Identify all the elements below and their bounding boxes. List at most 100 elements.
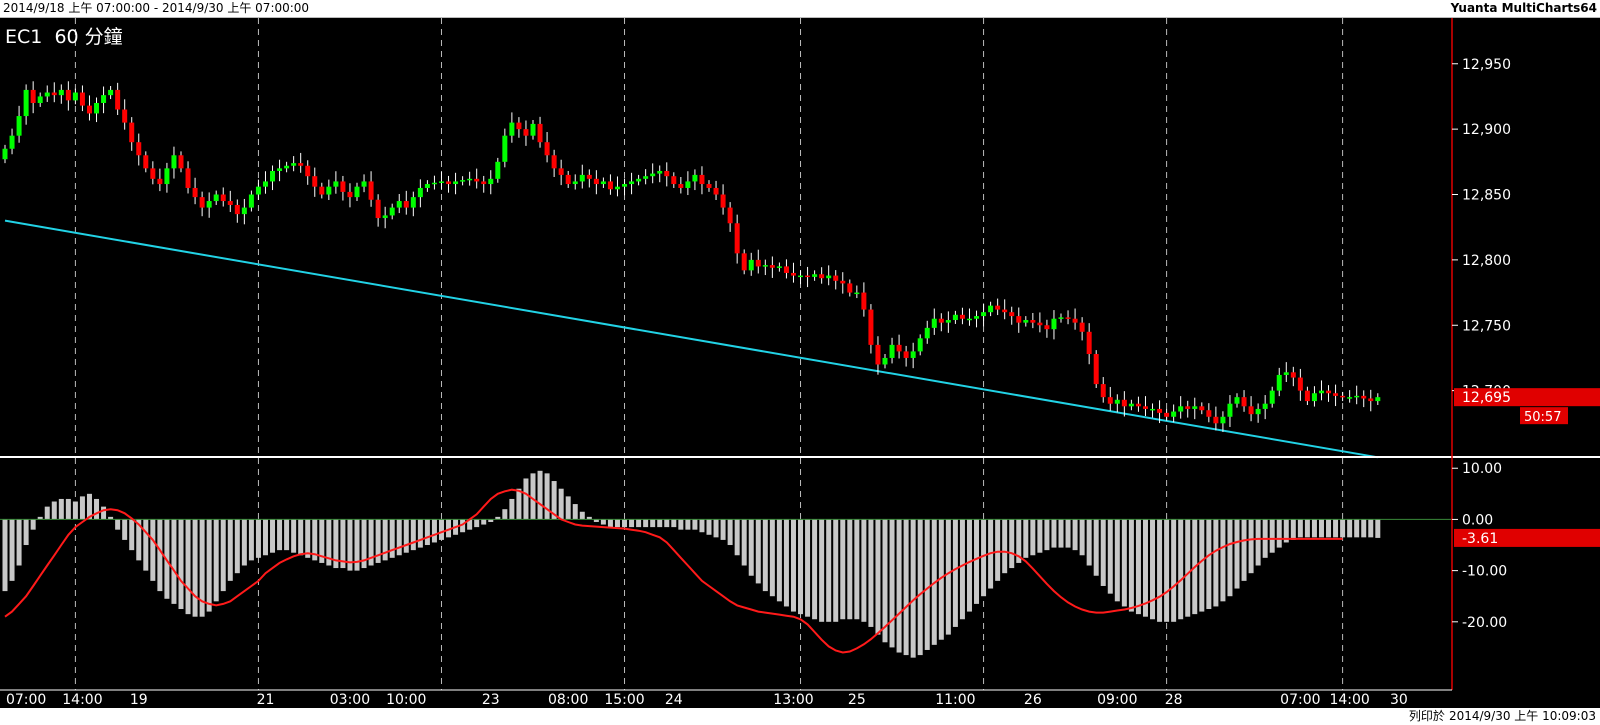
macd-histogram-bar xyxy=(1121,519,1127,607)
macd-histogram-bar xyxy=(861,519,867,622)
candle-body xyxy=(79,92,85,106)
candle-body xyxy=(1276,374,1282,391)
macd-histogram-bar xyxy=(889,519,895,648)
macd-histogram-bar xyxy=(537,470,543,520)
bar-countdown-marker xyxy=(1520,407,1568,425)
macd-histogram-bar xyxy=(614,519,620,528)
app-name: Yuanta MultiCharts64 xyxy=(1450,1,1597,15)
candle-body xyxy=(1199,406,1205,411)
time-axis-label: 15:00 xyxy=(604,692,644,708)
chart-canvas[interactable]: 12,70012,75012,80012,85012,90012,95010.0… xyxy=(0,18,1600,708)
macd-histogram-bar xyxy=(340,519,346,569)
candle-body xyxy=(762,265,768,267)
candle-body xyxy=(558,168,564,175)
macd-histogram-bar xyxy=(762,519,768,592)
candle-body xyxy=(206,201,212,208)
candle-body xyxy=(607,181,613,190)
candle-body xyxy=(30,89,36,103)
candle-body xyxy=(1157,408,1163,413)
macd-histogram-bar xyxy=(495,516,501,520)
macd-histogram-bar xyxy=(1340,519,1346,538)
macd-histogram-bar xyxy=(1206,519,1212,610)
candle-body xyxy=(882,357,888,365)
macd-histogram-bar xyxy=(1016,519,1022,563)
macd-histogram-bar xyxy=(2,519,8,592)
macd-histogram-bar xyxy=(502,509,508,520)
candle-body xyxy=(650,173,656,177)
macd-histogram-bar xyxy=(917,519,923,656)
macd-histogram-bar xyxy=(1199,519,1205,612)
macd-histogram-bar xyxy=(1128,519,1134,612)
signal-line xyxy=(4,488,1343,654)
candle-body xyxy=(910,351,916,358)
macd-histogram-bar xyxy=(847,519,853,620)
candle-body xyxy=(340,181,346,192)
candle-body xyxy=(1375,397,1381,402)
macd-histogram-bar xyxy=(1002,519,1008,574)
macd-histogram-bar xyxy=(199,519,205,617)
candle-body xyxy=(741,253,747,271)
macd-histogram-bar xyxy=(1318,519,1324,538)
macd-histogram-bar xyxy=(185,519,191,615)
candle-body xyxy=(368,181,374,200)
candle-body xyxy=(1142,406,1148,409)
macd-histogram-bar xyxy=(882,519,888,643)
candle-body xyxy=(1016,316,1022,323)
candle-body xyxy=(361,181,367,187)
macd-histogram-bar xyxy=(945,519,951,635)
candle-body xyxy=(164,168,170,185)
macd-histogram-bar xyxy=(1185,519,1191,617)
chart-area[interactable]: 12,70012,75012,80012,85012,90012,95010.0… xyxy=(0,18,1600,708)
indicator-value-marker xyxy=(1454,528,1600,547)
candle-body xyxy=(537,123,543,143)
macd-histogram-bar xyxy=(481,519,487,525)
macd-histogram-bar xyxy=(1248,519,1254,574)
time-axis-label: 03:00 xyxy=(330,692,370,708)
macd-histogram-bar xyxy=(812,519,818,620)
candle-body xyxy=(65,89,71,101)
macd-histogram-bar xyxy=(319,519,325,563)
macd-histogram-bar xyxy=(347,519,353,571)
macd-histogram-bar xyxy=(671,519,677,528)
macd-histogram-bar xyxy=(706,519,712,535)
candle-body xyxy=(157,178,163,185)
price-tick-label: 12,800 xyxy=(1462,253,1511,269)
macd-histogram-bar xyxy=(1368,519,1374,538)
candle-body xyxy=(108,89,114,96)
indicator-tick-label: -10.00 xyxy=(1462,564,1507,580)
time-axis-label: 24 xyxy=(665,692,683,708)
macd-histogram-bar xyxy=(593,519,599,522)
candle-body xyxy=(438,181,444,183)
candle-body xyxy=(685,181,691,188)
candle-body xyxy=(1213,416,1219,424)
candle-body xyxy=(1030,320,1036,323)
macd-histogram-bar xyxy=(94,498,100,520)
candle-body xyxy=(600,181,606,185)
candle-body xyxy=(382,215,388,219)
macd-histogram-bar xyxy=(826,519,832,622)
candle-body xyxy=(805,275,811,278)
macd-histogram-bar xyxy=(713,519,719,538)
indicator-tick-label: 10.00 xyxy=(1462,461,1502,477)
candle-body xyxy=(234,204,240,215)
candle-body xyxy=(136,142,142,156)
candle-body xyxy=(840,280,846,284)
candle-body xyxy=(101,95,107,103)
macd-histogram-bar xyxy=(1093,519,1099,576)
macd-histogram-bar xyxy=(530,473,536,520)
candle-body xyxy=(305,165,311,177)
candle-body xyxy=(755,259,761,267)
macd-histogram-bar xyxy=(1326,519,1332,538)
candle-body xyxy=(1220,416,1226,424)
candle-body xyxy=(1326,390,1332,394)
candle-body xyxy=(509,122,515,136)
indicator-value-label: -3.61 xyxy=(1462,531,1498,547)
macd-histogram-bar xyxy=(516,488,522,520)
candle-body xyxy=(1044,325,1050,330)
candle-body xyxy=(86,105,92,114)
candle-body xyxy=(1009,312,1015,317)
candle-body xyxy=(474,178,480,182)
time-axis-label: 19 xyxy=(130,692,148,708)
macd-histogram-bar xyxy=(255,519,261,558)
macd-histogram-bar xyxy=(1234,519,1240,589)
